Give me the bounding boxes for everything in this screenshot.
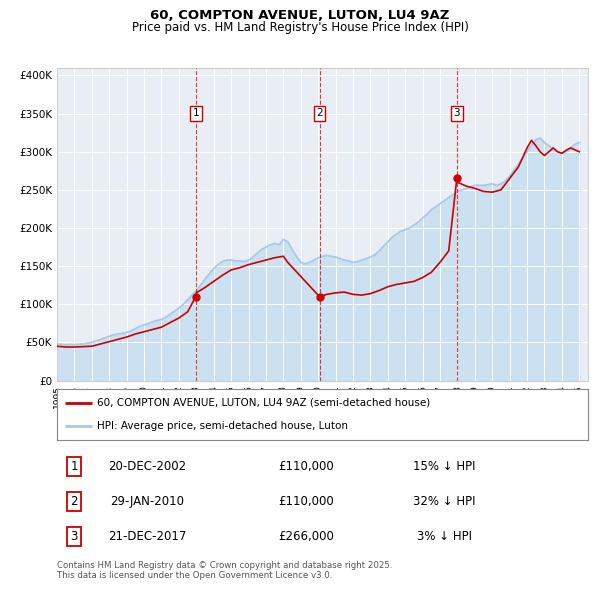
Text: 60, COMPTON AVENUE, LUTON, LU4 9AZ (semi-detached house): 60, COMPTON AVENUE, LUTON, LU4 9AZ (semi…	[97, 398, 430, 408]
Text: HPI: Average price, semi-detached house, Luton: HPI: Average price, semi-detached house,…	[97, 421, 348, 431]
Text: 3% ↓ HPI: 3% ↓ HPI	[417, 530, 472, 543]
Text: 20-DEC-2002: 20-DEC-2002	[108, 460, 187, 473]
Text: Contains HM Land Registry data © Crown copyright and database right 2025.
This d: Contains HM Land Registry data © Crown c…	[57, 560, 392, 580]
Text: Price paid vs. HM Land Registry's House Price Index (HPI): Price paid vs. HM Land Registry's House …	[131, 21, 469, 34]
Text: 1: 1	[70, 460, 78, 473]
Text: 2: 2	[316, 108, 323, 118]
Text: £110,000: £110,000	[278, 460, 334, 473]
Text: 2: 2	[70, 494, 78, 508]
Text: 3: 3	[70, 530, 77, 543]
Text: 60, COMPTON AVENUE, LUTON, LU4 9AZ: 60, COMPTON AVENUE, LUTON, LU4 9AZ	[151, 9, 449, 22]
Text: 29-JAN-2010: 29-JAN-2010	[110, 494, 184, 508]
Text: £110,000: £110,000	[278, 494, 334, 508]
Text: £266,000: £266,000	[278, 530, 335, 543]
Text: 15% ↓ HPI: 15% ↓ HPI	[413, 460, 476, 473]
Text: 21-DEC-2017: 21-DEC-2017	[108, 530, 187, 543]
Text: 1: 1	[193, 108, 199, 118]
Text: 3: 3	[454, 108, 460, 118]
Text: 32% ↓ HPI: 32% ↓ HPI	[413, 494, 476, 508]
